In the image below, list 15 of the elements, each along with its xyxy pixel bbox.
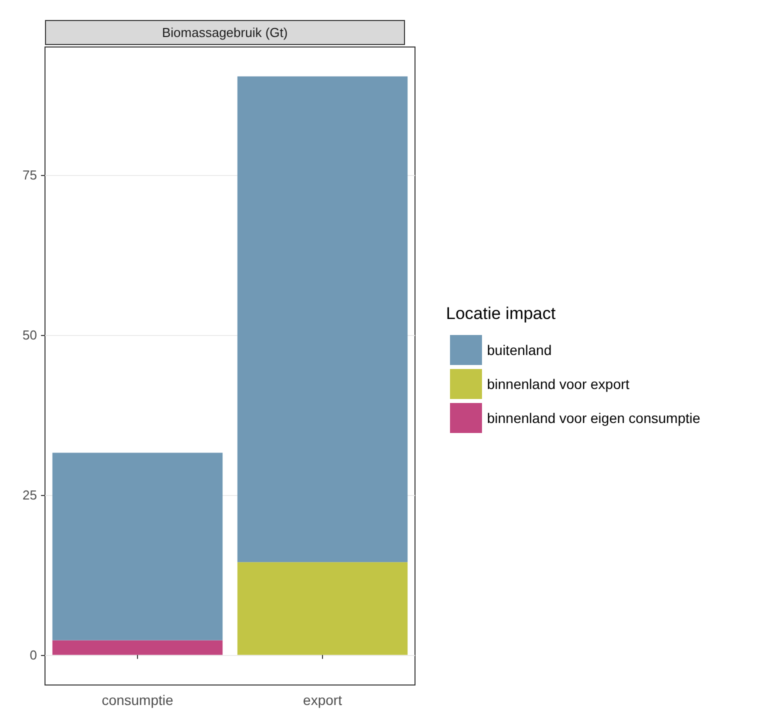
bar [237,76,408,562]
y-tick-label: 0 [30,647,37,662]
x-tick-label: export [303,692,342,708]
y-tick-label: 75 [22,167,37,182]
bar [52,640,223,655]
legend-label: buitenland [487,342,552,358]
legend-label: binnenland voor eigen consumptie [487,410,700,426]
x-tick-label: consumptie [102,692,174,708]
legend-title: Locatie impact [446,304,556,323]
chart-title: Biomassagebruik (Gt) [162,25,288,40]
y-tick-label: 25 [22,487,37,502]
bar [52,452,223,640]
legend-label: binnenland voor export [487,376,630,392]
bar [237,562,408,655]
y-tick-label: 50 [22,327,37,342]
